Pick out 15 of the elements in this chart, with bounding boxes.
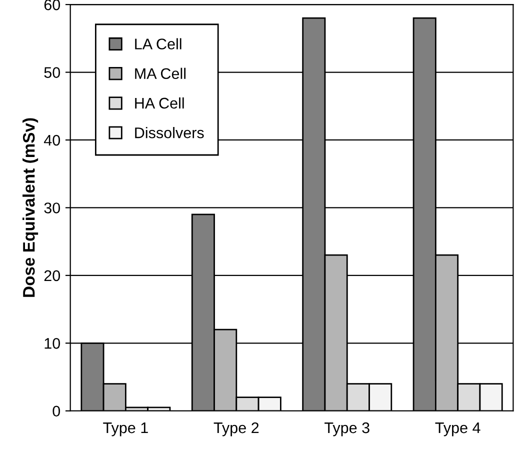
y-tick-label: 50 — [44, 67, 60, 78]
legend-label: MA Cell — [135, 68, 186, 80]
legend-label: Dissolvers — [135, 127, 204, 138]
legend-label: LA Cell — [135, 38, 182, 50]
legend-label: HA Cell — [135, 97, 184, 109]
y-tick-label: 30 — [44, 202, 60, 214]
y-tick-label: 0 — [52, 406, 60, 417]
x-tick-label: Type 4 — [435, 422, 480, 436]
y-tick-label: 20 — [44, 270, 60, 282]
x-tick-label: Type 1 — [103, 422, 148, 436]
x-tick-label: Type 2 — [214, 422, 259, 436]
y-tick-label: 10 — [44, 338, 60, 349]
y-axis-title: Dose Equivalent (mSv) — [22, 118, 38, 297]
x-tick-label: Type 3 — [324, 422, 370, 436]
y-tick-label: 40 — [44, 134, 60, 146]
